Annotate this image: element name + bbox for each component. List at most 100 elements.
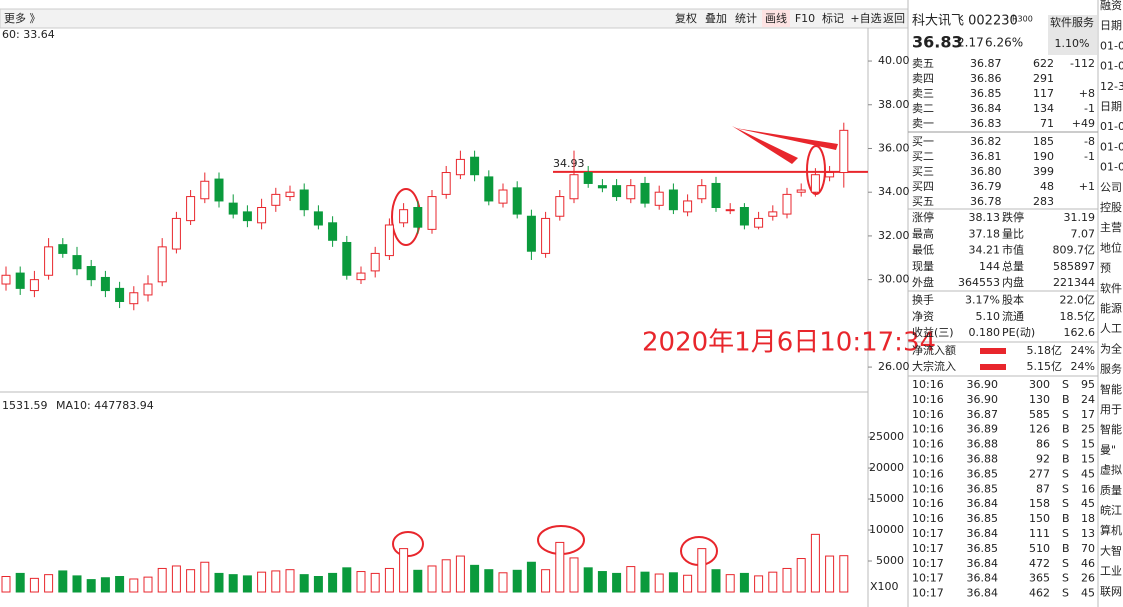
trade-count: 17	[1081, 408, 1095, 421]
candle-body	[143, 283, 153, 296]
candle-body	[739, 207, 749, 226]
trade-time: 10:16	[912, 393, 944, 406]
volume-bar	[825, 555, 835, 593]
toolbar-button[interactable]: +自选	[850, 12, 881, 25]
trade-side: S	[1062, 557, 1069, 570]
book-vol: 185	[1033, 135, 1054, 148]
trade-time: 10:16	[912, 423, 944, 436]
volume-bar	[186, 569, 196, 593]
candle-body	[413, 207, 423, 228]
side-item: 预	[1100, 262, 1111, 275]
book-price: 36.78	[970, 195, 1002, 208]
flow-bar	[980, 348, 1006, 354]
trade-time: 10:17	[912, 557, 944, 570]
trade-vol: 462	[1029, 587, 1050, 600]
flow-pct: 24%	[1071, 360, 1095, 373]
side-item: 12-3	[1100, 80, 1123, 93]
volume-bar	[597, 571, 607, 593]
toolbar-button[interactable]: 返回	[883, 12, 905, 25]
candle-body	[612, 185, 622, 198]
trade-count: 15	[1081, 438, 1095, 451]
candle-body	[100, 276, 110, 292]
v-tick-label: 5000	[876, 554, 904, 567]
toolbar-button[interactable]: 画线	[765, 11, 787, 25]
side-item: 日期	[1100, 100, 1122, 113]
candle-body	[810, 174, 820, 193]
trade-side: B	[1062, 453, 1070, 466]
side-item: 地位	[1100, 240, 1122, 254]
stat-value: 585897	[1053, 260, 1095, 273]
toolbar-button[interactable]: 统计	[735, 12, 757, 25]
side-item: 算机	[1100, 523, 1122, 537]
stat-label: 净资	[912, 309, 934, 323]
candle-body	[668, 189, 678, 211]
volume-bar	[711, 569, 721, 593]
trade-vol: 300	[1029, 378, 1050, 391]
candle-body	[839, 129, 849, 174]
trade-side: B	[1062, 393, 1070, 406]
trade-side: S	[1062, 438, 1069, 451]
volume-bar	[782, 567, 792, 593]
stat-label: 最低	[912, 244, 934, 257]
toolbar-button[interactable]: 标记	[822, 11, 844, 25]
side-item: 用于	[1100, 403, 1122, 416]
candle-body	[484, 176, 494, 202]
book-price: 36.79	[970, 180, 1002, 193]
trade-price: 36.85	[967, 482, 999, 495]
stat-label: PE(动)	[1002, 326, 1035, 339]
trade-price: 36.90	[967, 393, 999, 406]
trade-vol: 111	[1029, 527, 1050, 540]
volume-bar	[470, 564, 480, 593]
side-item: 软件	[1100, 281, 1122, 295]
y-tick-label: 40.00	[878, 54, 910, 67]
candle-body	[384, 224, 394, 257]
trade-vol: 87	[1036, 482, 1050, 495]
stat-value: 31.19	[1064, 211, 1096, 224]
candle-body	[683, 200, 693, 213]
flow-label: 净流入额	[912, 343, 956, 357]
trade-vol: 130	[1029, 393, 1050, 406]
toolbar-button[interactable]: 复权	[675, 11, 697, 25]
trade-price: 36.84	[967, 497, 999, 510]
candle-body	[58, 244, 68, 254]
stock-tag: R300	[1012, 15, 1033, 24]
book-label: 买一	[912, 135, 934, 148]
volume-bar	[754, 575, 764, 593]
volume-bar	[427, 565, 437, 593]
stat-value: 0.180	[969, 326, 1001, 339]
candle-body	[640, 182, 650, 204]
trade-side: S	[1062, 527, 1069, 540]
book-delta: +49	[1072, 117, 1095, 130]
candle-body	[271, 193, 281, 206]
stat-value: 221344	[1053, 276, 1095, 289]
candle-body	[72, 255, 82, 270]
trade-vol: 92	[1036, 453, 1050, 466]
volume-bar	[399, 548, 409, 593]
trade-side: S	[1062, 467, 1069, 480]
book-price: 36.84	[970, 102, 1002, 115]
stat-label: 涨停	[912, 210, 934, 224]
book-label: 卖五	[912, 57, 934, 70]
side-item: 曼"	[1100, 443, 1116, 456]
side-item: 工业	[1100, 565, 1122, 578]
stat-value: 22.0亿	[1060, 294, 1096, 307]
v-tick-label: 25000	[869, 430, 904, 443]
trade-time: 10:17	[912, 542, 944, 555]
side-item: 01-0	[1100, 39, 1123, 52]
candle-body	[555, 196, 565, 217]
volume-bar	[143, 576, 153, 593]
trade-time: 10:17	[912, 587, 944, 600]
stat-value: 18.5亿	[1060, 310, 1096, 323]
book-label: 卖四	[912, 72, 934, 85]
book-vol: 283	[1033, 195, 1054, 208]
trade-count: 16	[1081, 482, 1095, 495]
toolbar-button[interactable]: 叠加	[705, 12, 727, 25]
sector-box	[1048, 15, 1097, 55]
trade-time: 10:17	[912, 572, 944, 585]
trade-count: 25	[1081, 423, 1095, 436]
toolbar-button[interactable]: F10	[795, 12, 815, 25]
trade-time: 10:16	[912, 378, 944, 391]
book-vol: 622	[1033, 57, 1054, 70]
